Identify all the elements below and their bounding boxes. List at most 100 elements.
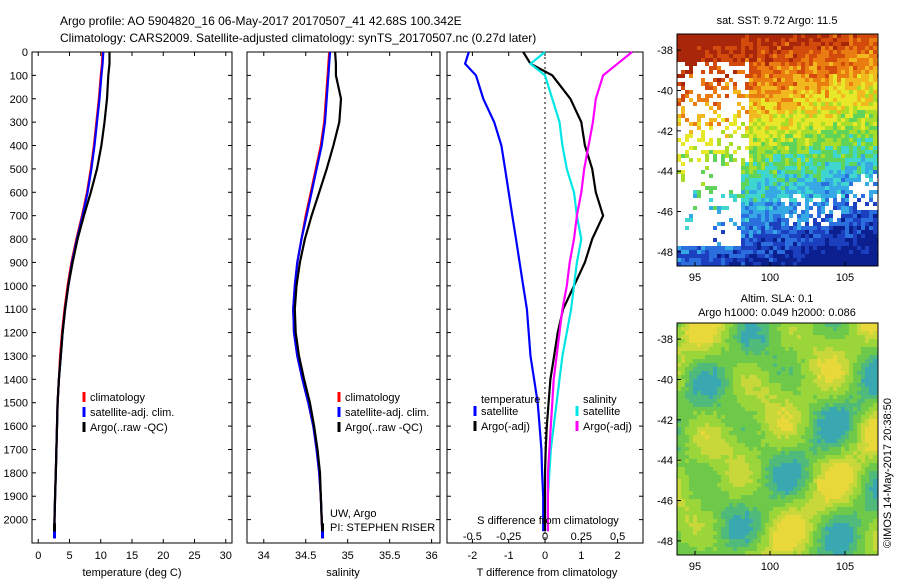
- x-tick-label: 34.5: [295, 550, 316, 562]
- sla-cell: [717, 483, 721, 487]
- sst-cell: [801, 50, 805, 54]
- sla-cell: [837, 423, 841, 427]
- sst-cell: [701, 130, 705, 134]
- sla-cell: [773, 443, 777, 447]
- sst-cell: [829, 70, 833, 74]
- sla-cell: [833, 371, 837, 375]
- sla-cell: [697, 491, 701, 495]
- sla-cell: [777, 355, 781, 359]
- sla-cell: [709, 399, 713, 403]
- sla-cell: [769, 435, 773, 439]
- sla-cell: [833, 503, 837, 507]
- sla-cell: [729, 407, 733, 411]
- sst-cell: [801, 238, 805, 242]
- sst-cell: [873, 170, 877, 174]
- sst-cell: [729, 250, 733, 254]
- sla-cell: [693, 383, 697, 387]
- sla-cell: [689, 363, 693, 367]
- sla-cell: [753, 411, 757, 415]
- sst-cell: [817, 74, 821, 78]
- sst-cell: [829, 90, 833, 94]
- sst-cell: [757, 78, 761, 82]
- sla-cell: [705, 507, 709, 511]
- sst-cell: [801, 86, 805, 90]
- sst-cell: [693, 194, 697, 198]
- sla-cell: [729, 379, 733, 383]
- sla-cell: [681, 503, 685, 507]
- sla-cell: [841, 447, 845, 451]
- sst-cell: [809, 166, 813, 170]
- sla-cell: [753, 343, 757, 347]
- sla-cell: [861, 435, 865, 439]
- sst-cell: [861, 146, 865, 150]
- sla-cell: [697, 403, 701, 407]
- sst-cell: [761, 154, 765, 158]
- sla-cell: [777, 455, 781, 459]
- sst-cell: [745, 218, 749, 222]
- sst-cell: [773, 118, 777, 122]
- sla-cell: [733, 427, 737, 431]
- sst-cell: [749, 174, 753, 178]
- sst-cell: [765, 234, 769, 238]
- sla-cell: [869, 367, 873, 371]
- sla-cell: [725, 403, 729, 407]
- sla-cell: [829, 499, 833, 503]
- sla-cell: [805, 427, 809, 431]
- sst-cell: [765, 250, 769, 254]
- sst-cell: [777, 106, 781, 110]
- sst-cell: [777, 122, 781, 126]
- sst-cell: [801, 254, 805, 258]
- sst-cell: [781, 262, 785, 266]
- sla-cell: [821, 447, 825, 451]
- sst-cell: [825, 174, 829, 178]
- map-y-tick-label: -46: [657, 207, 673, 219]
- sla-cell: [845, 443, 849, 447]
- sla-cell: [677, 399, 681, 403]
- sla-cell: [797, 323, 801, 327]
- sla-cell: [825, 407, 829, 411]
- salinity-xlabel: salinity: [326, 567, 360, 579]
- sla-cell: [705, 499, 709, 503]
- sst-cell: [677, 258, 681, 262]
- sla-cell: [705, 387, 709, 391]
- sst-cell: [717, 206, 721, 210]
- x-tick-label: 10: [95, 550, 107, 562]
- sla-cell: [765, 395, 769, 399]
- sst-map-axes: 95 100 105-38-40-42-44-46-48: [657, 45, 854, 284]
- sla-cell: [733, 467, 737, 471]
- sla-cell: [745, 415, 749, 419]
- sst-cell: [757, 134, 761, 138]
- sst-cell: [869, 78, 873, 82]
- sla-cell: [837, 463, 841, 467]
- sla-cell: [721, 455, 725, 459]
- sla-cell: [725, 371, 729, 375]
- sst-cell: [757, 62, 761, 66]
- sst-cell: [713, 150, 717, 154]
- sla-cell: [857, 351, 861, 355]
- sla-cell: [737, 479, 741, 483]
- sst-cell: [773, 146, 777, 150]
- sst-cell: [797, 226, 801, 230]
- sst-cell: [841, 50, 845, 54]
- sst-cell: [701, 150, 705, 154]
- sst-cell: [789, 158, 793, 162]
- sla-cell: [773, 391, 777, 395]
- sst-cell: [821, 46, 825, 50]
- sst-cell: [757, 110, 761, 114]
- sst-cell: [781, 42, 785, 46]
- sla-cell: [745, 327, 749, 331]
- sst-cell: [861, 86, 865, 90]
- sst-cell: [789, 234, 793, 238]
- sla-cell: [837, 355, 841, 359]
- sla-cell: [849, 507, 853, 511]
- sst-cell: [773, 34, 777, 38]
- sst-cell: [817, 102, 821, 106]
- sst-cell: [865, 246, 869, 250]
- sla-cell: [781, 447, 785, 451]
- sst-cell: [729, 42, 733, 46]
- sla-cell: [753, 383, 757, 387]
- sst-cell: [761, 190, 765, 194]
- sst-cell: [793, 106, 797, 110]
- sst-cell: [705, 86, 709, 90]
- sla-cell: [793, 503, 797, 507]
